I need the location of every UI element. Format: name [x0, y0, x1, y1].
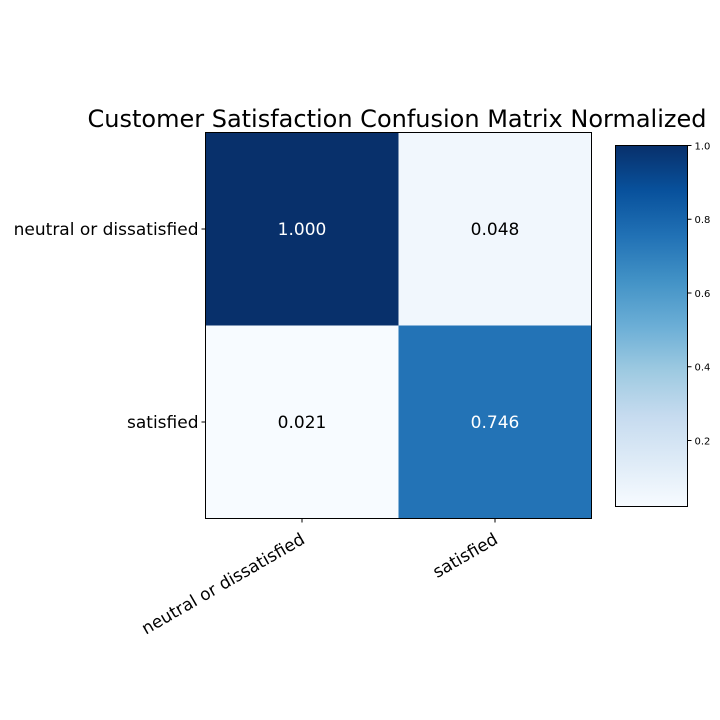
heatmap-cell-r1-c1 [398, 325, 592, 519]
x-tick-label-1: satisfied [430, 530, 502, 583]
heatmap-cell-labels: 1.000 0.048 0.021 0.746 [278, 220, 520, 433]
colorbar-tick-label-3: 0.8 [695, 215, 711, 226]
cell-value-r0-c1: 0.048 [471, 220, 520, 240]
colorbar-tick-label-2: 0.6 [695, 289, 711, 300]
colorbar-tick-label-4: 1.0 [695, 142, 711, 153]
cell-value-r0-c0: 1.000 [278, 220, 327, 240]
y-tick-label-0: neutral or dissatisfied [14, 220, 199, 240]
colorbar-tick-label-1: 0.4 [695, 363, 711, 374]
plot-frame [205, 132, 592, 519]
y-axis-ticks: neutral or dissatisfied satisfied [14, 220, 206, 433]
x-tick-label-0: neutral or dissatisfied [138, 530, 308, 640]
y-tick-label-1: satisfied [127, 413, 198, 433]
colorbar-ticks: 0.2 0.4 0.6 0.8 1.0 [687, 142, 711, 447]
x-axis-ticks: neutral or dissatisfied satisfied [138, 518, 502, 640]
heatmap-cell-r1-c0 [205, 325, 399, 519]
colorbar-tick-label-0: 0.2 [695, 436, 711, 447]
heatmap-cell-r0-c1 [398, 132, 592, 326]
heatmap-cell-r0-c0 [205, 132, 399, 326]
cell-value-r1-c0: 0.021 [278, 413, 327, 433]
cell-value-r1-c1: 0.746 [471, 413, 520, 433]
chart-title: Customer Satisfaction Confusion Matrix N… [88, 105, 707, 133]
colorbar [615, 145, 688, 507]
heatmap-cells [205, 132, 592, 519]
